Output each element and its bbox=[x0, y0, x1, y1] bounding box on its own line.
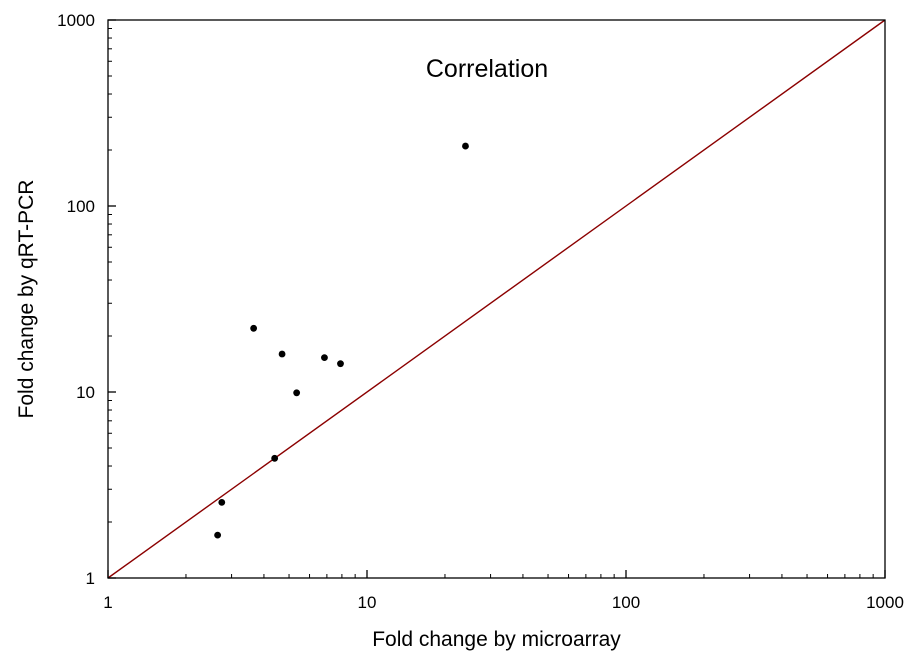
y-axis-label: Fold change by qRT-PCR bbox=[15, 180, 38, 419]
x-tick-label: 100 bbox=[612, 593, 640, 612]
data-point bbox=[321, 354, 328, 362]
data-point bbox=[214, 531, 222, 539]
y-tick-label: 10 bbox=[76, 383, 95, 402]
identity-reference-line bbox=[107, 19, 886, 579]
data-point bbox=[278, 350, 286, 358]
y-tick-label: 1 bbox=[86, 569, 95, 588]
x-tick-label: 10 bbox=[358, 593, 377, 612]
data-point bbox=[337, 360, 344, 368]
plot-area bbox=[107, 19, 886, 579]
y-axis-ticks: 1 10 100 1000 bbox=[57, 11, 116, 588]
x-tick-label: 1 bbox=[103, 593, 112, 612]
plot-frame bbox=[107, 19, 886, 579]
x-tick-label: 1000 bbox=[866, 593, 904, 612]
data-point bbox=[271, 454, 279, 462]
data-point bbox=[218, 498, 226, 506]
data-point bbox=[462, 142, 469, 150]
data-point bbox=[250, 324, 258, 332]
x-axis-label: Fold change by microarray bbox=[372, 628, 621, 651]
chart-title: Correlation bbox=[426, 55, 548, 83]
y-tick-label: 1000 bbox=[57, 11, 95, 30]
x-axis-ticks: 1 10 100 1000 bbox=[103, 570, 904, 612]
data-point bbox=[293, 389, 301, 397]
data-points bbox=[214, 142, 469, 539]
y-tick-label: 100 bbox=[67, 197, 95, 216]
